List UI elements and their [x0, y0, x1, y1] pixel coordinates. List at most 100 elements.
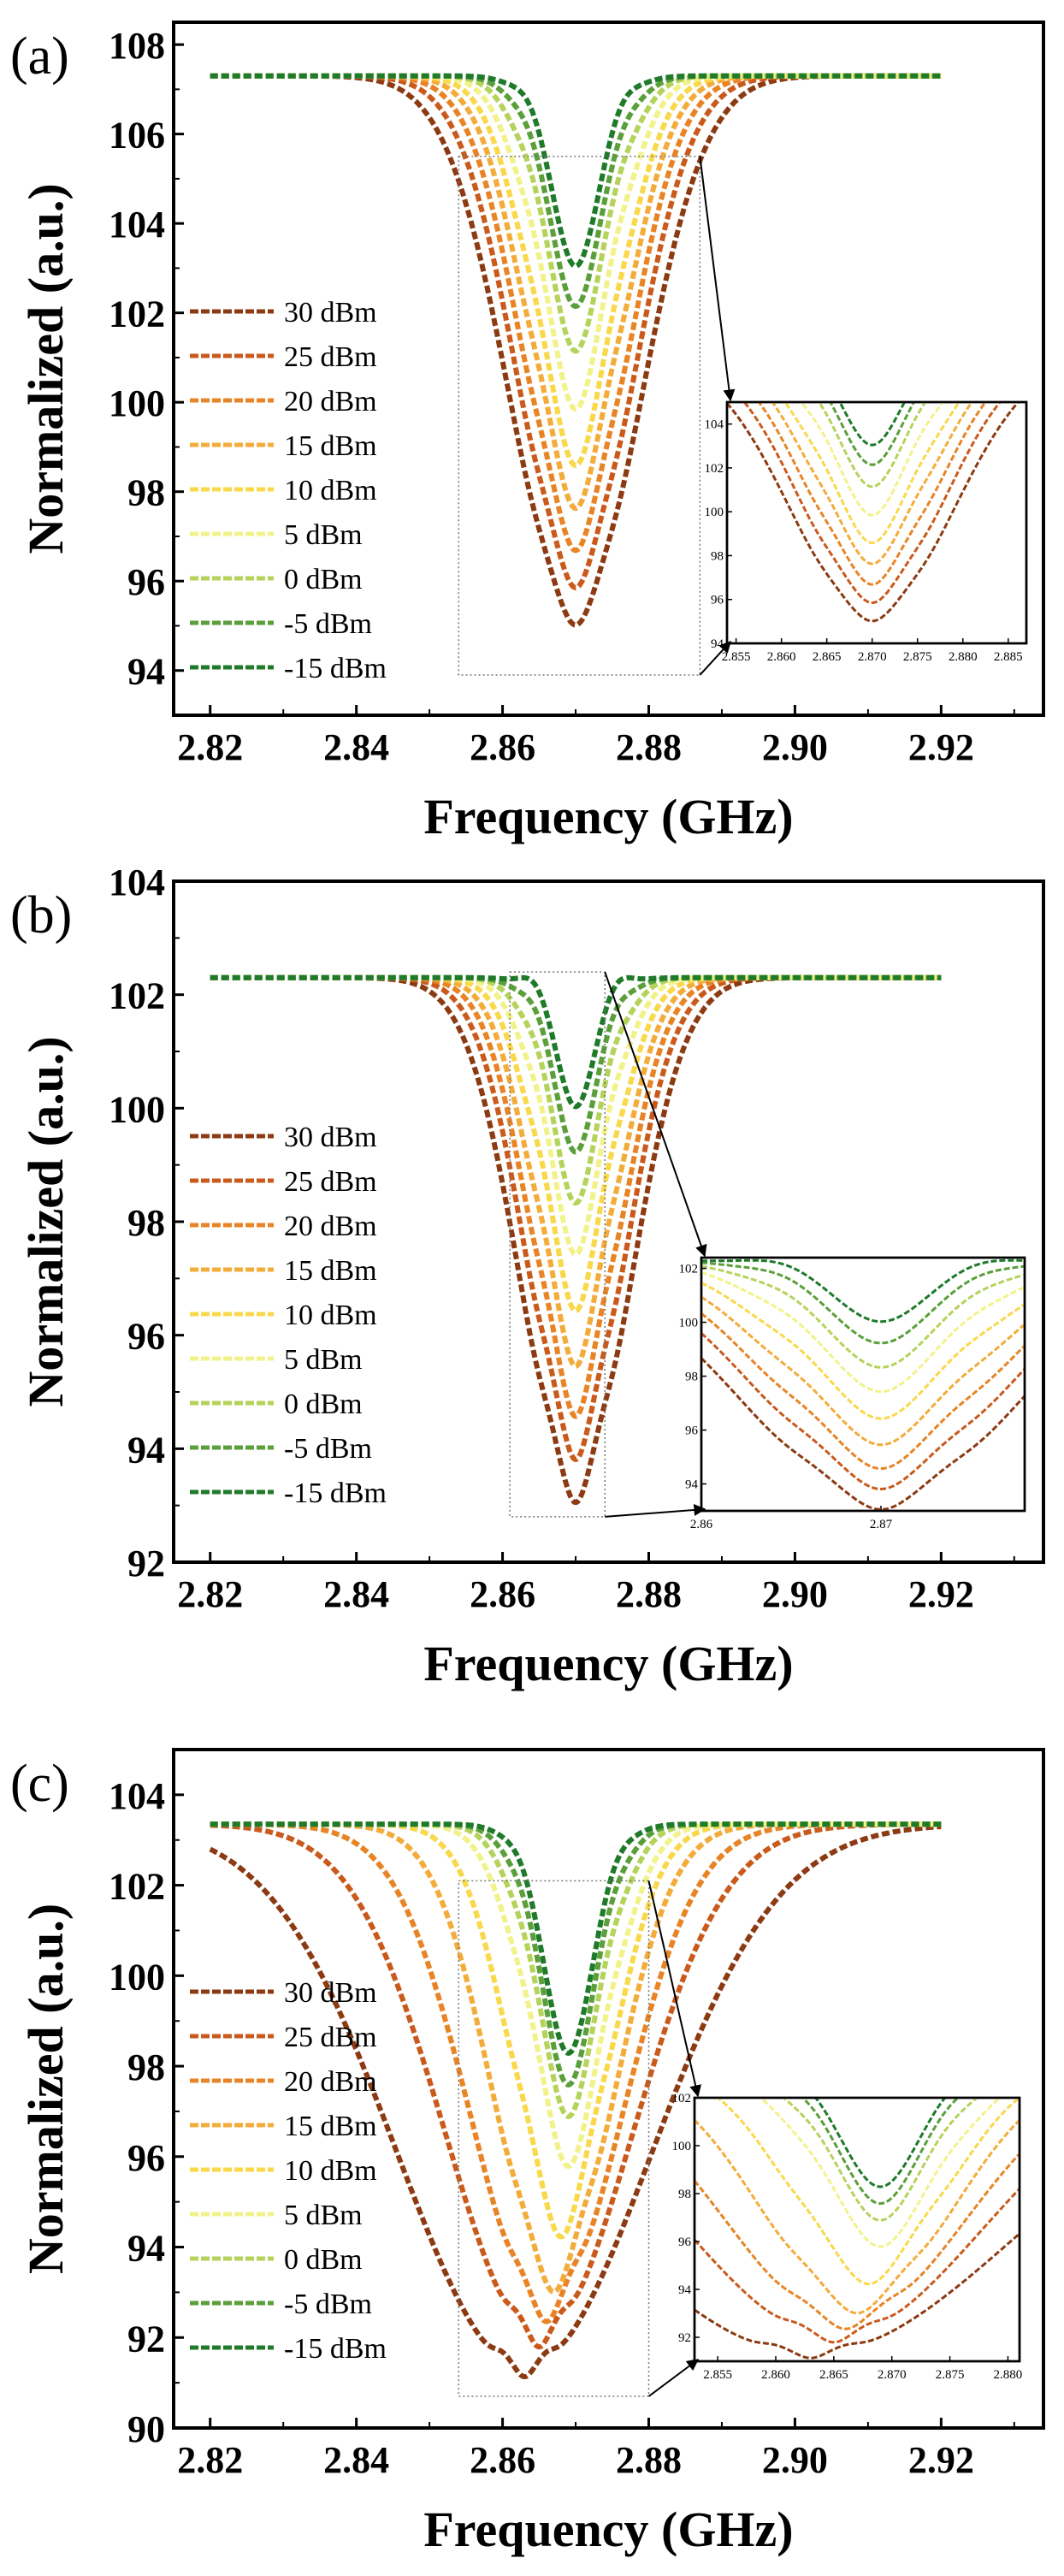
x-tick-label: 2.82	[177, 726, 243, 768]
inset-border	[693, 2096, 1021, 2363]
legend-label: 0 dBm	[284, 1389, 363, 1420]
y-axis-title: Normalized (a.u.)	[18, 1904, 74, 2274]
x-tick-label: 2.82	[177, 2439, 243, 2481]
y-tick-label: 96	[127, 2137, 165, 2179]
main-plot-curves	[210, 974, 942, 1506]
inset-series-20dbm	[701, 1312, 1025, 1471]
main-series-20dbm	[210, 73, 942, 554]
y-tick-label: 92	[127, 1543, 165, 1584]
inset-series--5dbm	[801, 2098, 961, 2206]
plot-frame	[172, 1748, 1045, 2430]
legend-label: 15 dBm	[284, 2111, 377, 2142]
y-tick-label: 94	[127, 651, 165, 693]
legend-label: 5 dBm	[284, 1344, 363, 1376]
inset-x-tick-label: 2.885	[994, 650, 1023, 664]
inset-series-10dbm	[715, 2098, 1020, 2286]
zoom-arrow-top	[699, 156, 736, 402]
inset-frame	[693, 2096, 1021, 2363]
inset-y-tick-label: 100	[672, 2140, 692, 2153]
inset-series--15dbm	[813, 2098, 947, 2188]
y-tick-label: 102	[109, 975, 165, 1017]
y-tick-label: 98	[127, 472, 165, 514]
main-series--5dbm	[210, 1821, 942, 2087]
y-tick-label: 108	[109, 25, 165, 67]
inset-y-tick-label: 98	[678, 2188, 691, 2201]
inset-series-25dbm	[695, 2188, 1020, 2344]
inset-border	[700, 1256, 1026, 1513]
inset-y-tick-label: 102	[679, 1263, 699, 1276]
inset-series--15dbm	[701, 1258, 1025, 1324]
zoom-region-box	[509, 971, 606, 1518]
x-tick-label: 2.86	[470, 726, 535, 768]
inset-x-tick-label: 2.87	[870, 1518, 893, 1531]
y-tick-label: 104	[109, 862, 165, 903]
y-tick-label: 96	[127, 1316, 165, 1358]
legend-label: 20 dBm	[284, 2066, 377, 2098]
x-axis-title: Frequency (GHz)	[423, 789, 793, 844]
inset-x-tick-label: 2.86	[690, 1518, 713, 1531]
x-axis-title: Frequency (GHz)	[423, 2502, 793, 2557]
zoom-arrow-top	[604, 971, 707, 1258]
inset-y-tick-label: 100	[705, 506, 724, 519]
y-tick-label: 106	[109, 115, 165, 157]
x-tick-label: 2.92	[908, 2439, 974, 2481]
inset-y-tick-label: 94	[685, 1478, 699, 1492]
zoom-arrow-bottom	[699, 640, 731, 676]
inset-frame	[725, 400, 1028, 645]
y-tick-label: 100	[109, 1088, 165, 1130]
y-axis-title: Normalized (a.u.)	[18, 183, 74, 554]
legend: 30 dBm 25 dBm 20 dBm 15 dBm 10 dBm 5 dBm 0 dBm…	[190, 297, 387, 684]
panel-label: (a)	[10, 27, 69, 86]
inset-y-tick-label: 98	[685, 1371, 698, 1384]
inset-series-25dbm	[742, 402, 1002, 604]
main-series-20dbm	[210, 1821, 942, 2324]
legend-label: 5 dBm	[284, 519, 363, 551]
y-tick-label: 100	[109, 1956, 165, 1998]
inset-y-tick-label: 92	[678, 2331, 691, 2345]
main-series-25dbm	[210, 1821, 942, 2350]
inset-x-tick-label: 2.865	[819, 2368, 848, 2382]
legend-label: 25 dBm	[284, 341, 377, 373]
main-plot-curves	[210, 73, 942, 628]
x-axis-title: Frequency (GHz)	[423, 1636, 793, 1691]
inset-x-tick-label: 2.870	[878, 2368, 907, 2382]
legend-label: 0 dBm	[284, 2244, 363, 2276]
main-series-0dbm	[210, 73, 942, 354]
x-tick-label: 2.86	[470, 2439, 535, 2481]
plot-frame	[172, 21, 1045, 717]
x-tick-label: 2.90	[762, 726, 828, 768]
inset-series--5dbm	[701, 1261, 1025, 1345]
inset-series-5dbm	[701, 1270, 1025, 1394]
zoom-region-box	[458, 156, 701, 676]
y-tick-label: 104	[109, 204, 165, 246]
inset-x-tick-label: 2.875	[903, 650, 932, 664]
legend-label: 10 dBm	[284, 475, 377, 506]
x-tick-label: 2.84	[323, 2439, 389, 2481]
x-tick-label: 2.84	[323, 1573, 389, 1615]
inset-series-15dbm	[695, 2119, 1020, 2315]
legend: 30 dBm 25 dBm 20 dBm 15 dBm 10 dBm 5 dBm 0 dBm…	[190, 1977, 387, 2365]
legend-label: -5 dBm	[284, 2289, 372, 2320]
y-tick-label: 92	[127, 2318, 165, 2360]
inset-series-30dbm	[701, 1357, 1025, 1511]
panel-label: (b)	[10, 886, 72, 945]
legend-label: 15 dBm	[284, 430, 377, 462]
x-tick-label: 2.90	[762, 2439, 828, 2481]
inset-x-tick-label: 2.865	[813, 650, 842, 664]
legend-label: 0 dBm	[284, 564, 363, 595]
inset-x-tick-label: 2.870	[858, 650, 887, 664]
legend-label: 20 dBm	[284, 1211, 377, 1242]
zoom-arrow-bottom	[605, 1503, 706, 1518]
inset-series-20dbm	[757, 402, 988, 586]
inset-x-tick-label: 2.855	[722, 650, 751, 664]
legend-label: 30 dBm	[284, 1122, 377, 1153]
y-tick-label: 94	[127, 2228, 165, 2270]
panel-b: (b) 92 94 96 98 100 102 104 2.82 2.84 2.86 2.88 2.90…	[10, 862, 1045, 1691]
y-tick-label: 94	[127, 1429, 165, 1471]
x-tick-label: 2.88	[616, 2439, 682, 2481]
y-tick-label: 102	[109, 1866, 165, 1908]
y-tick-label: 104	[109, 1775, 165, 1817]
main-series-5dbm	[210, 73, 942, 412]
y-tick-label: 96	[127, 561, 165, 603]
zoom-arrow-top	[647, 1880, 702, 2098]
